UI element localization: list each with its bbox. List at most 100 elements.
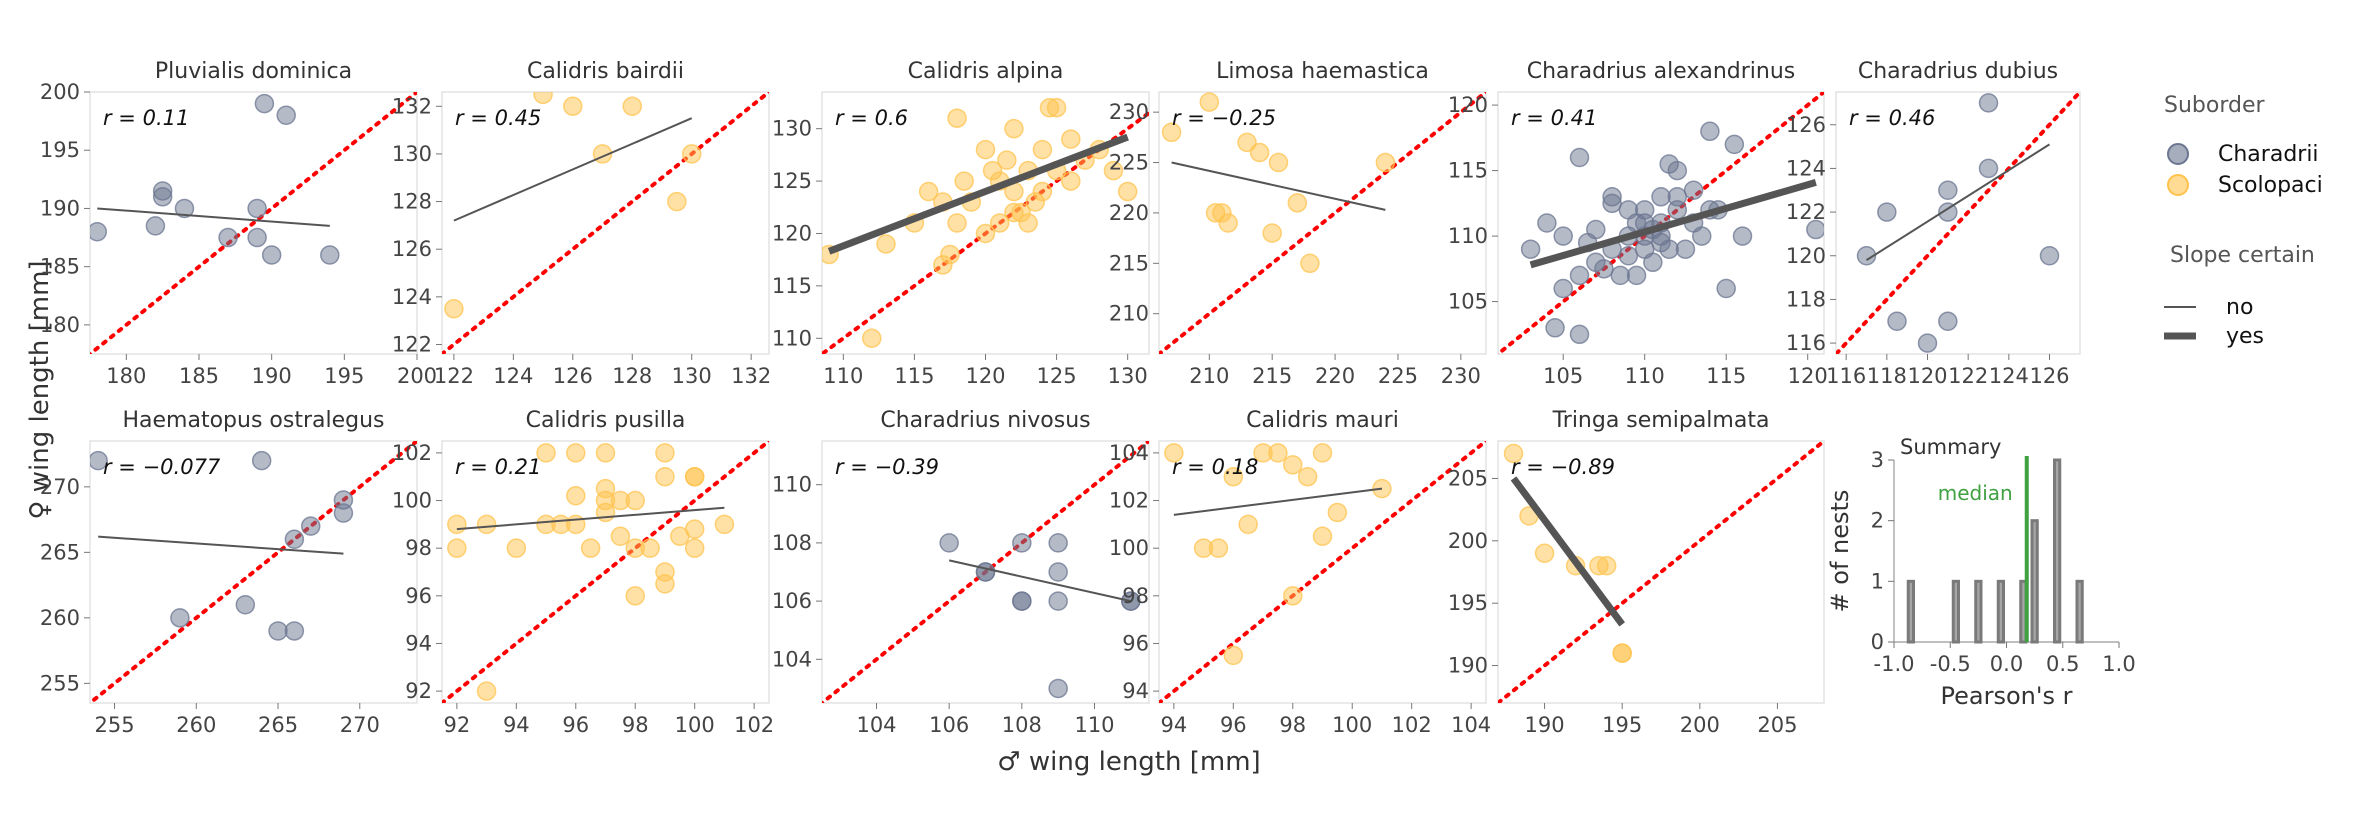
data-point	[563, 96, 583, 117]
data-point	[444, 298, 464, 319]
y-tick-label: 126	[392, 237, 432, 261]
data-point	[1716, 278, 1736, 299]
x-tick-label: 92	[443, 713, 470, 737]
data-point	[667, 191, 687, 212]
data-point	[1586, 219, 1606, 240]
panel-charadrius-nivosus: Charadrius nivosus 104 106 108 110 104 106 108 1…	[772, 408, 1150, 737]
data-point	[1612, 643, 1632, 663]
x-tick-label: 126	[553, 364, 593, 388]
y-tick-label: 105	[1448, 290, 1488, 314]
data-point	[235, 595, 256, 615]
panel-title: Calidris bairdii	[527, 59, 684, 84]
data-point	[975, 562, 996, 582]
data-point	[1312, 443, 1333, 463]
x-tick-label: 96	[1220, 713, 1247, 737]
data-point	[284, 621, 305, 641]
panel-title: Pluvialis dominica	[155, 59, 352, 84]
x-tick-label: 205	[1757, 713, 1797, 737]
data-point	[947, 213, 967, 233]
y-tick-label: 94	[1122, 679, 1149, 703]
y-tick-label: 96	[405, 584, 432, 608]
y-tick-label: 100	[392, 489, 432, 513]
x-tick-label: 116	[1826, 364, 1866, 388]
data-point	[1683, 180, 1704, 200]
panel-calidris-mauri: Calidris mauri 94 96 98 100 102 104 94 96 98 100 10…	[1109, 408, 1491, 737]
data-point	[447, 538, 467, 558]
y-tick-label: 195	[1448, 591, 1488, 615]
fit-line	[453, 117, 693, 222]
plot-frame	[1835, 91, 2081, 355]
data-point	[320, 245, 340, 265]
data-point	[989, 213, 1010, 233]
y-tick-label: 190	[1448, 654, 1488, 678]
data-point	[1569, 265, 1590, 286]
identity-line	[442, 92, 769, 354]
x-tick-label: 115	[894, 364, 934, 388]
r-label: r = 0.41	[1511, 106, 1597, 130]
y-tick-label: 100	[1109, 536, 1149, 560]
data-point	[566, 486, 586, 506]
panel-title: Limosa haemastica	[1216, 59, 1429, 84]
histogram-bar	[1906, 579, 1915, 644]
r-label: r = −0.25	[1172, 106, 1276, 130]
x-tick-label: 124	[493, 364, 533, 388]
data-point	[1978, 93, 1999, 113]
summary-y-label: # of nests	[1826, 490, 1854, 613]
fit-line	[1510, 476, 1625, 627]
data-point	[1199, 92, 1220, 112]
data-point	[1569, 147, 1590, 168]
summary-title: Summary	[1900, 435, 2001, 459]
identity-line	[1159, 92, 1486, 354]
y-tick-label: 122	[392, 332, 432, 356]
data-point	[276, 105, 296, 126]
data-point	[170, 608, 190, 628]
data-point	[1238, 514, 1258, 535]
panel-haematopus-ostralegus: Haematopus ostralegus 255 260 265 270 255 260 2…	[40, 408, 418, 737]
y-tick-label: 265	[40, 540, 80, 564]
data-point	[580, 538, 601, 558]
summary-y-tick-label: 3	[1871, 448, 1884, 472]
summary-x-tick-label: 1.0	[2102, 652, 2135, 676]
r-label: r = −0.89	[1511, 455, 1615, 479]
x-tick-label: 200	[397, 364, 437, 388]
x-tick-label: 190	[1525, 713, 1565, 737]
data-point	[1877, 202, 1897, 222]
data-point	[1856, 246, 1877, 266]
data-point	[1643, 252, 1663, 273]
panel-title: Calidris alpina	[908, 59, 1064, 84]
data-point	[1503, 443, 1524, 464]
data-point	[1724, 134, 1745, 155]
data-point	[90, 450, 108, 471]
x-tick-label: 122	[434, 364, 474, 388]
fit-line	[1171, 161, 1386, 211]
plot-frame	[1158, 440, 1487, 704]
y-tick-label: 102	[1109, 489, 1149, 513]
data-point	[1327, 502, 1348, 523]
y-tick-label: 98	[405, 536, 432, 560]
data-point	[1732, 226, 1753, 246]
plot-area	[442, 441, 769, 703]
plot-frame	[89, 440, 418, 704]
y-tick-label: 180	[40, 313, 80, 337]
r-label: r = 0.21	[455, 455, 541, 479]
data-point	[1012, 533, 1032, 553]
fit-line	[97, 207, 330, 227]
x-tick-label: 130	[1108, 364, 1148, 388]
r-label: r = −0.077	[103, 455, 221, 479]
data-point	[954, 171, 974, 191]
data-point	[218, 227, 238, 248]
summary-x-tick-label: 0.0	[1990, 652, 2023, 676]
x-tick-label: 225	[1378, 364, 1418, 388]
y-tick-label: 260	[40, 606, 80, 630]
data-point	[876, 234, 896, 254]
data-point	[1048, 533, 1068, 553]
identity-line	[1159, 441, 1486, 703]
data-point	[1048, 678, 1068, 699]
data-point	[1675, 239, 1696, 259]
data-point	[1262, 223, 1282, 243]
summary-x-tick-label: 0.5	[2046, 652, 2079, 676]
data-point	[625, 586, 645, 606]
data-point	[1237, 132, 1257, 153]
data-point	[655, 466, 675, 487]
fit-line	[98, 535, 344, 555]
